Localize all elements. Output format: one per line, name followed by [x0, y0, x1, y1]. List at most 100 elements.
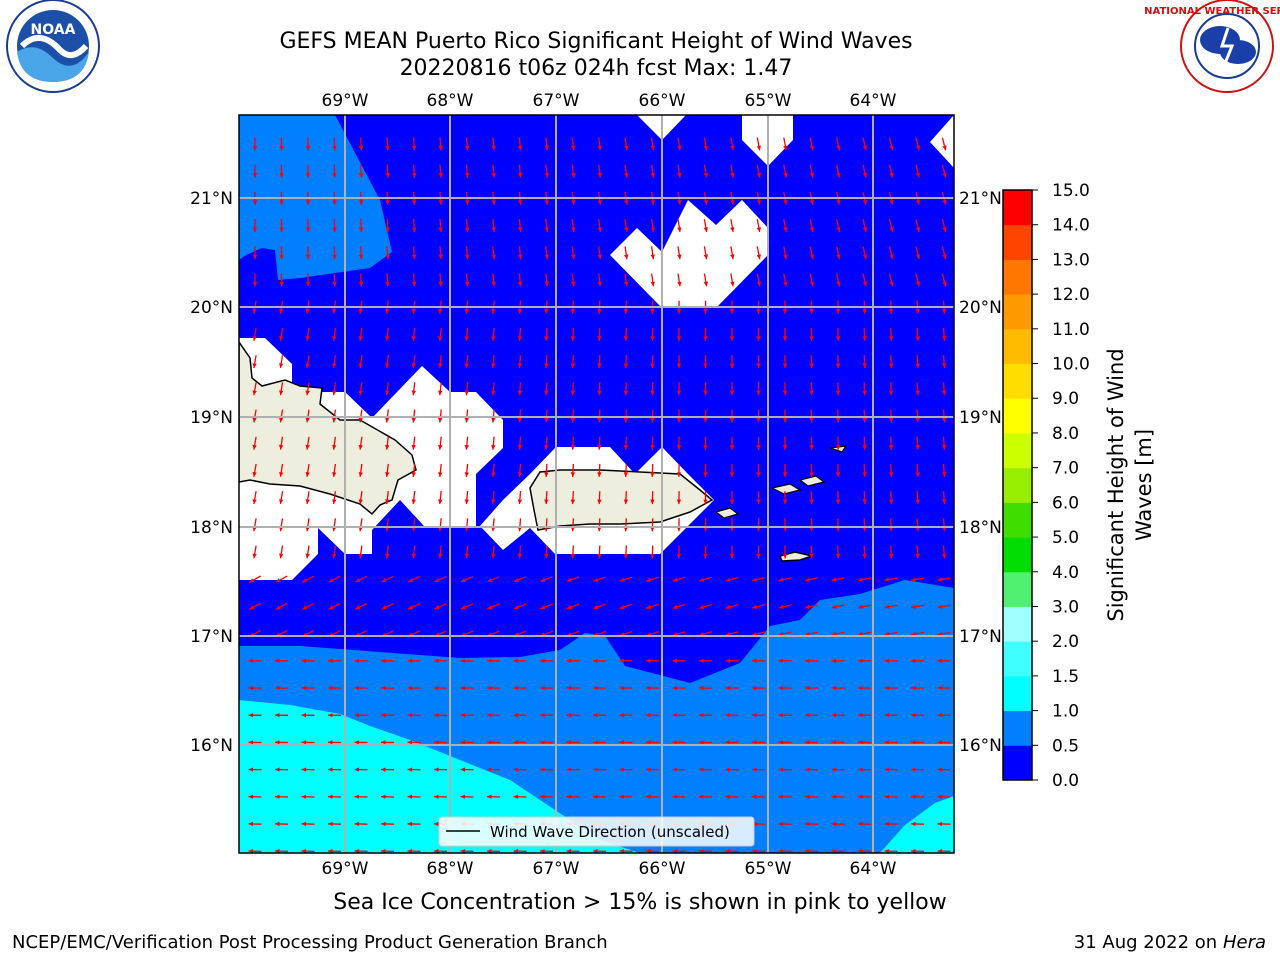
wind-wave-arrow-head — [593, 713, 598, 718]
wind-wave-arrow-head — [517, 363, 522, 369]
wind-wave-arrow-head — [301, 794, 307, 799]
lon-ticks-bottom: 69°W 68°W 67°W 66°W 65°W 64°W — [322, 859, 897, 879]
wind-wave-arrow-head — [778, 577, 784, 582]
wind-wave-arrow-head — [888, 363, 894, 369]
wind-wave-arrow-head — [385, 281, 390, 287]
wind-wave-arrow-head — [730, 145, 735, 151]
wind-wave-arrow-head — [518, 227, 523, 233]
wind-wave-arrow-head — [381, 605, 387, 610]
wind-wave-arrow-head — [937, 577, 943, 582]
wind-wave-arrow-head — [831, 685, 836, 691]
colorbar-segment — [1003, 190, 1032, 226]
wind-wave-arrow-head — [252, 282, 258, 287]
wind-wave-arrow-head — [725, 713, 730, 718]
wind-wave-arrow-head — [248, 849, 254, 853]
wind-wave-arrow-head — [544, 390, 549, 396]
wind-wave-arrow-head — [491, 417, 496, 423]
wind-wave-arrow-head — [729, 554, 735, 559]
wind-wave-arrow-head — [703, 554, 708, 559]
wind-wave-arrow-head — [809, 145, 814, 151]
wind-wave-arrow-head — [915, 227, 921, 232]
wind-wave-arrow-head — [858, 767, 863, 772]
wind-wave-arrow-head — [570, 363, 576, 369]
wind-wave-arrow-head — [461, 578, 466, 582]
wind-wave-arrow-head — [544, 227, 549, 233]
wind-wave-arrow-head — [942, 472, 947, 477]
wind-wave-arrow — [970, 382, 971, 395]
wind-wave-arrow — [969, 219, 972, 232]
colorbar-tick-label: 1.5 — [1052, 667, 1079, 687]
map-plot — [239, 115, 972, 853]
wind-wave-arrow-head — [756, 499, 761, 505]
wind-wave-arrow-head — [540, 794, 545, 799]
wind-wave-arrow-head — [517, 390, 522, 396]
wind-wave-arrow-head — [597, 336, 602, 341]
wind-wave-arrow-head — [544, 472, 549, 477]
wind-wave-arrow-head — [597, 200, 602, 205]
wind-wave-arrow-head — [305, 444, 310, 450]
sea-ice-caption: Sea Ice Concentration > 15% is shown in … — [333, 890, 947, 915]
wind-wave-arrow-head — [835, 472, 841, 477]
wind-wave-arrow-head — [756, 390, 761, 396]
wind-wave-arrow-head — [252, 363, 257, 368]
wind-wave-arrow-head — [566, 794, 572, 799]
wind-wave-arrow-head — [964, 713, 969, 717]
wind-wave-arrow-head — [888, 553, 894, 559]
wind-wave-arrow-head — [540, 740, 545, 745]
colorbar-tick-label: 10.0 — [1052, 355, 1090, 375]
wind-wave-arrow-head — [464, 336, 469, 341]
wind-wave-arrow-head — [676, 499, 682, 505]
wind-wave-arrow-head — [332, 417, 337, 423]
wind-wave-arrow-head — [252, 390, 257, 396]
wind-wave-arrow-head — [650, 254, 655, 260]
wind-wave-arrow-head — [593, 767, 598, 772]
colorbar-tick-label: 6.0 — [1052, 493, 1079, 513]
wind-wave-arrow-head — [332, 200, 337, 205]
wind-wave-arrow-head — [676, 309, 682, 314]
wind-wave-arrow-head — [809, 199, 814, 205]
wind-wave-arrow-head — [752, 767, 757, 772]
wind-wave-arrow-head — [915, 254, 921, 260]
wind-wave-arrow-head — [460, 849, 466, 853]
wind-wave-arrow-head — [358, 336, 363, 341]
wind-wave-arrow-head — [942, 172, 947, 178]
wind-wave-arrow-head — [942, 417, 947, 423]
wind-wave-arrow-head — [858, 577, 863, 582]
wind-wave-arrow-head — [491, 553, 496, 559]
wind-wave-arrow-head — [836, 172, 841, 178]
wind-wave-arrow-head — [915, 390, 920, 396]
wind-wave-arrow-head — [756, 363, 761, 369]
wind-wave-arrow-head — [676, 390, 682, 396]
wind-wave-arrow-head — [544, 281, 549, 287]
wind-wave-arrow-head — [884, 577, 890, 582]
land-puerto-rico — [529, 469, 714, 531]
wind-wave-arrow-head — [487, 605, 493, 610]
wind-wave-arrow-head — [487, 658, 492, 663]
wind-wave-arrow-head — [676, 363, 682, 369]
wind-wave-arrow-head — [301, 767, 307, 772]
wind-wave-arrow-head — [464, 309, 469, 314]
colorbar-tick-label: 12.0 — [1052, 285, 1090, 305]
wind-wave-arrow-head — [438, 145, 443, 151]
wind-wave-arrow-head — [385, 173, 390, 178]
wind-wave-arrow-head — [942, 199, 947, 205]
wind-wave-arrow-head — [778, 713, 783, 718]
wind-wave-arrow-head — [438, 472, 443, 477]
wind-wave-arrow-head — [888, 309, 894, 314]
wind-wave-arrow-head — [756, 418, 761, 423]
wind-wave-arrow-head — [672, 849, 678, 853]
wind-wave-arrow-head — [381, 767, 386, 772]
wind-wave-arrow-head — [650, 472, 655, 477]
wind-wave-arrow-head — [937, 604, 943, 609]
colorbar-tick-label: 4.0 — [1052, 563, 1079, 583]
wind-wave-arrow-head — [514, 605, 519, 610]
wind-wave-arrow-head — [252, 417, 257, 423]
wind-wave-arrow-head — [434, 658, 439, 663]
wind-wave-arrow-head — [650, 553, 655, 559]
wind-wave-arrow-head — [597, 390, 602, 396]
wind-wave-arrow-head — [571, 172, 576, 178]
colorbar-segment — [1003, 328, 1032, 365]
wind-wave-arrow-head — [491, 472, 496, 477]
wind-wave-arrow-head — [460, 685, 465, 691]
colorbar-title-line2: Waves [m] — [1132, 429, 1156, 541]
